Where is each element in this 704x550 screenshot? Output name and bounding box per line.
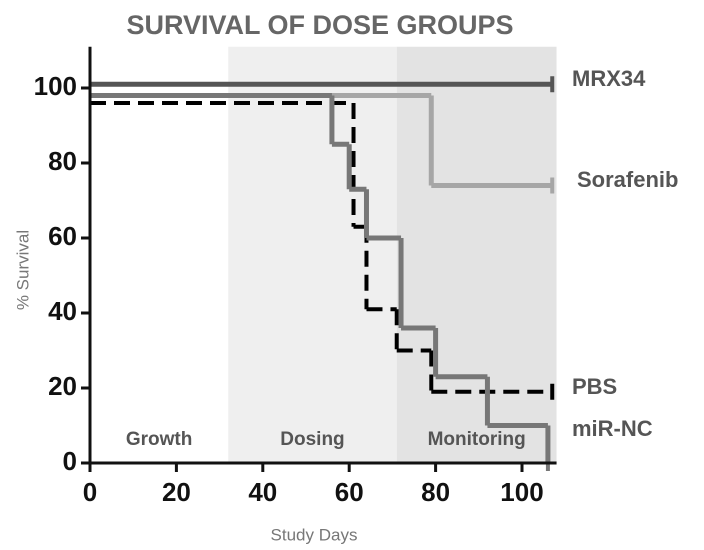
x-tick-label: 80 bbox=[421, 477, 450, 507]
x-axis-label: Study Days bbox=[271, 525, 358, 544]
x-tick-label: 0 bbox=[83, 477, 97, 507]
region-label: Monitoring bbox=[428, 429, 526, 450]
series-label: Sorafenib bbox=[577, 167, 678, 192]
regions bbox=[90, 46, 557, 463]
series-label: miR-NC bbox=[572, 416, 653, 441]
region-label: Growth bbox=[126, 429, 193, 450]
y-tick-label: 20 bbox=[48, 371, 77, 401]
y-tick-label: 80 bbox=[48, 146, 77, 176]
y-tick-label: 60 bbox=[48, 221, 77, 251]
y-axis-label: % Survival bbox=[13, 230, 32, 310]
x-tick-label: 20 bbox=[162, 477, 191, 507]
y-tick-label: 40 bbox=[48, 296, 77, 326]
y-tick-label: 100 bbox=[34, 71, 77, 101]
chart-title: SURVIVAL OF DOSE GROUPS bbox=[126, 10, 513, 40]
region bbox=[90, 46, 229, 463]
x-tick-label: 40 bbox=[248, 477, 277, 507]
series-label: PBS bbox=[572, 374, 617, 399]
region bbox=[228, 46, 397, 463]
series-label: MRX34 bbox=[572, 66, 646, 91]
y-tick-label: 0 bbox=[63, 446, 77, 476]
x-tick-label: 60 bbox=[335, 477, 364, 507]
region bbox=[396, 46, 557, 463]
region-label: Dosing bbox=[280, 429, 344, 450]
x-tick-label: 100 bbox=[500, 477, 543, 507]
